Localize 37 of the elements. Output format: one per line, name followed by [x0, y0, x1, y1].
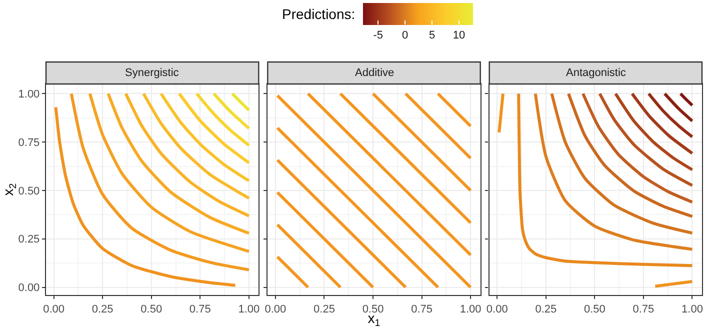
x-tick-label: 0.00: [43, 303, 65, 316]
x-tick-label: 1.00: [238, 303, 260, 316]
chart-title: Synergistic: [125, 67, 180, 79]
line-series: [54, 106, 237, 287]
line-series: [88, 92, 250, 253]
line-series: [124, 92, 250, 218]
line-series: [106, 92, 250, 235]
color-bar-label: -5: [373, 30, 383, 42]
x-tick-label: 0.75: [411, 303, 433, 316]
y-tick-label: 0.75: [18, 136, 40, 149]
line-series: [160, 92, 250, 182]
x-tick-label: 1.00: [460, 303, 482, 316]
x-tick-label: 1.00: [682, 303, 703, 316]
x-tick-label: 0.50: [584, 303, 606, 316]
chart-title: Additive: [355, 67, 394, 79]
x-tick-label: 0.75: [189, 303, 211, 316]
y-tick-label: 0.25: [18, 234, 40, 246]
x-tick-label: 0.25: [314, 303, 335, 316]
x-tick-label: 0.75: [632, 303, 654, 316]
color-bar-label: 5: [428, 30, 436, 42]
color-bar-title: Predictions:: [282, 6, 356, 22]
x-tick-label: 0.25: [92, 303, 114, 316]
line-series: [195, 92, 250, 147]
y-tick-label: 0.00: [18, 282, 40, 294]
x-tick-label: 0.50: [362, 303, 384, 316]
line-series: [70, 92, 250, 272]
color-bar-label: 0: [402, 30, 408, 42]
color-bar-label: 10: [452, 30, 466, 42]
x-tick-label: 0.50: [140, 303, 162, 316]
y-tick-label: 0.50: [18, 185, 40, 198]
y-tick-label: 1.00: [18, 88, 40, 101]
line-series: [142, 92, 250, 200]
x-tick-label: 0.00: [264, 303, 286, 316]
x-tick-label: 0.25: [535, 303, 557, 316]
line-series: [178, 92, 250, 164]
chart-title: Antagonistic: [566, 67, 626, 79]
x-tick-label: 0.00: [486, 303, 508, 316]
